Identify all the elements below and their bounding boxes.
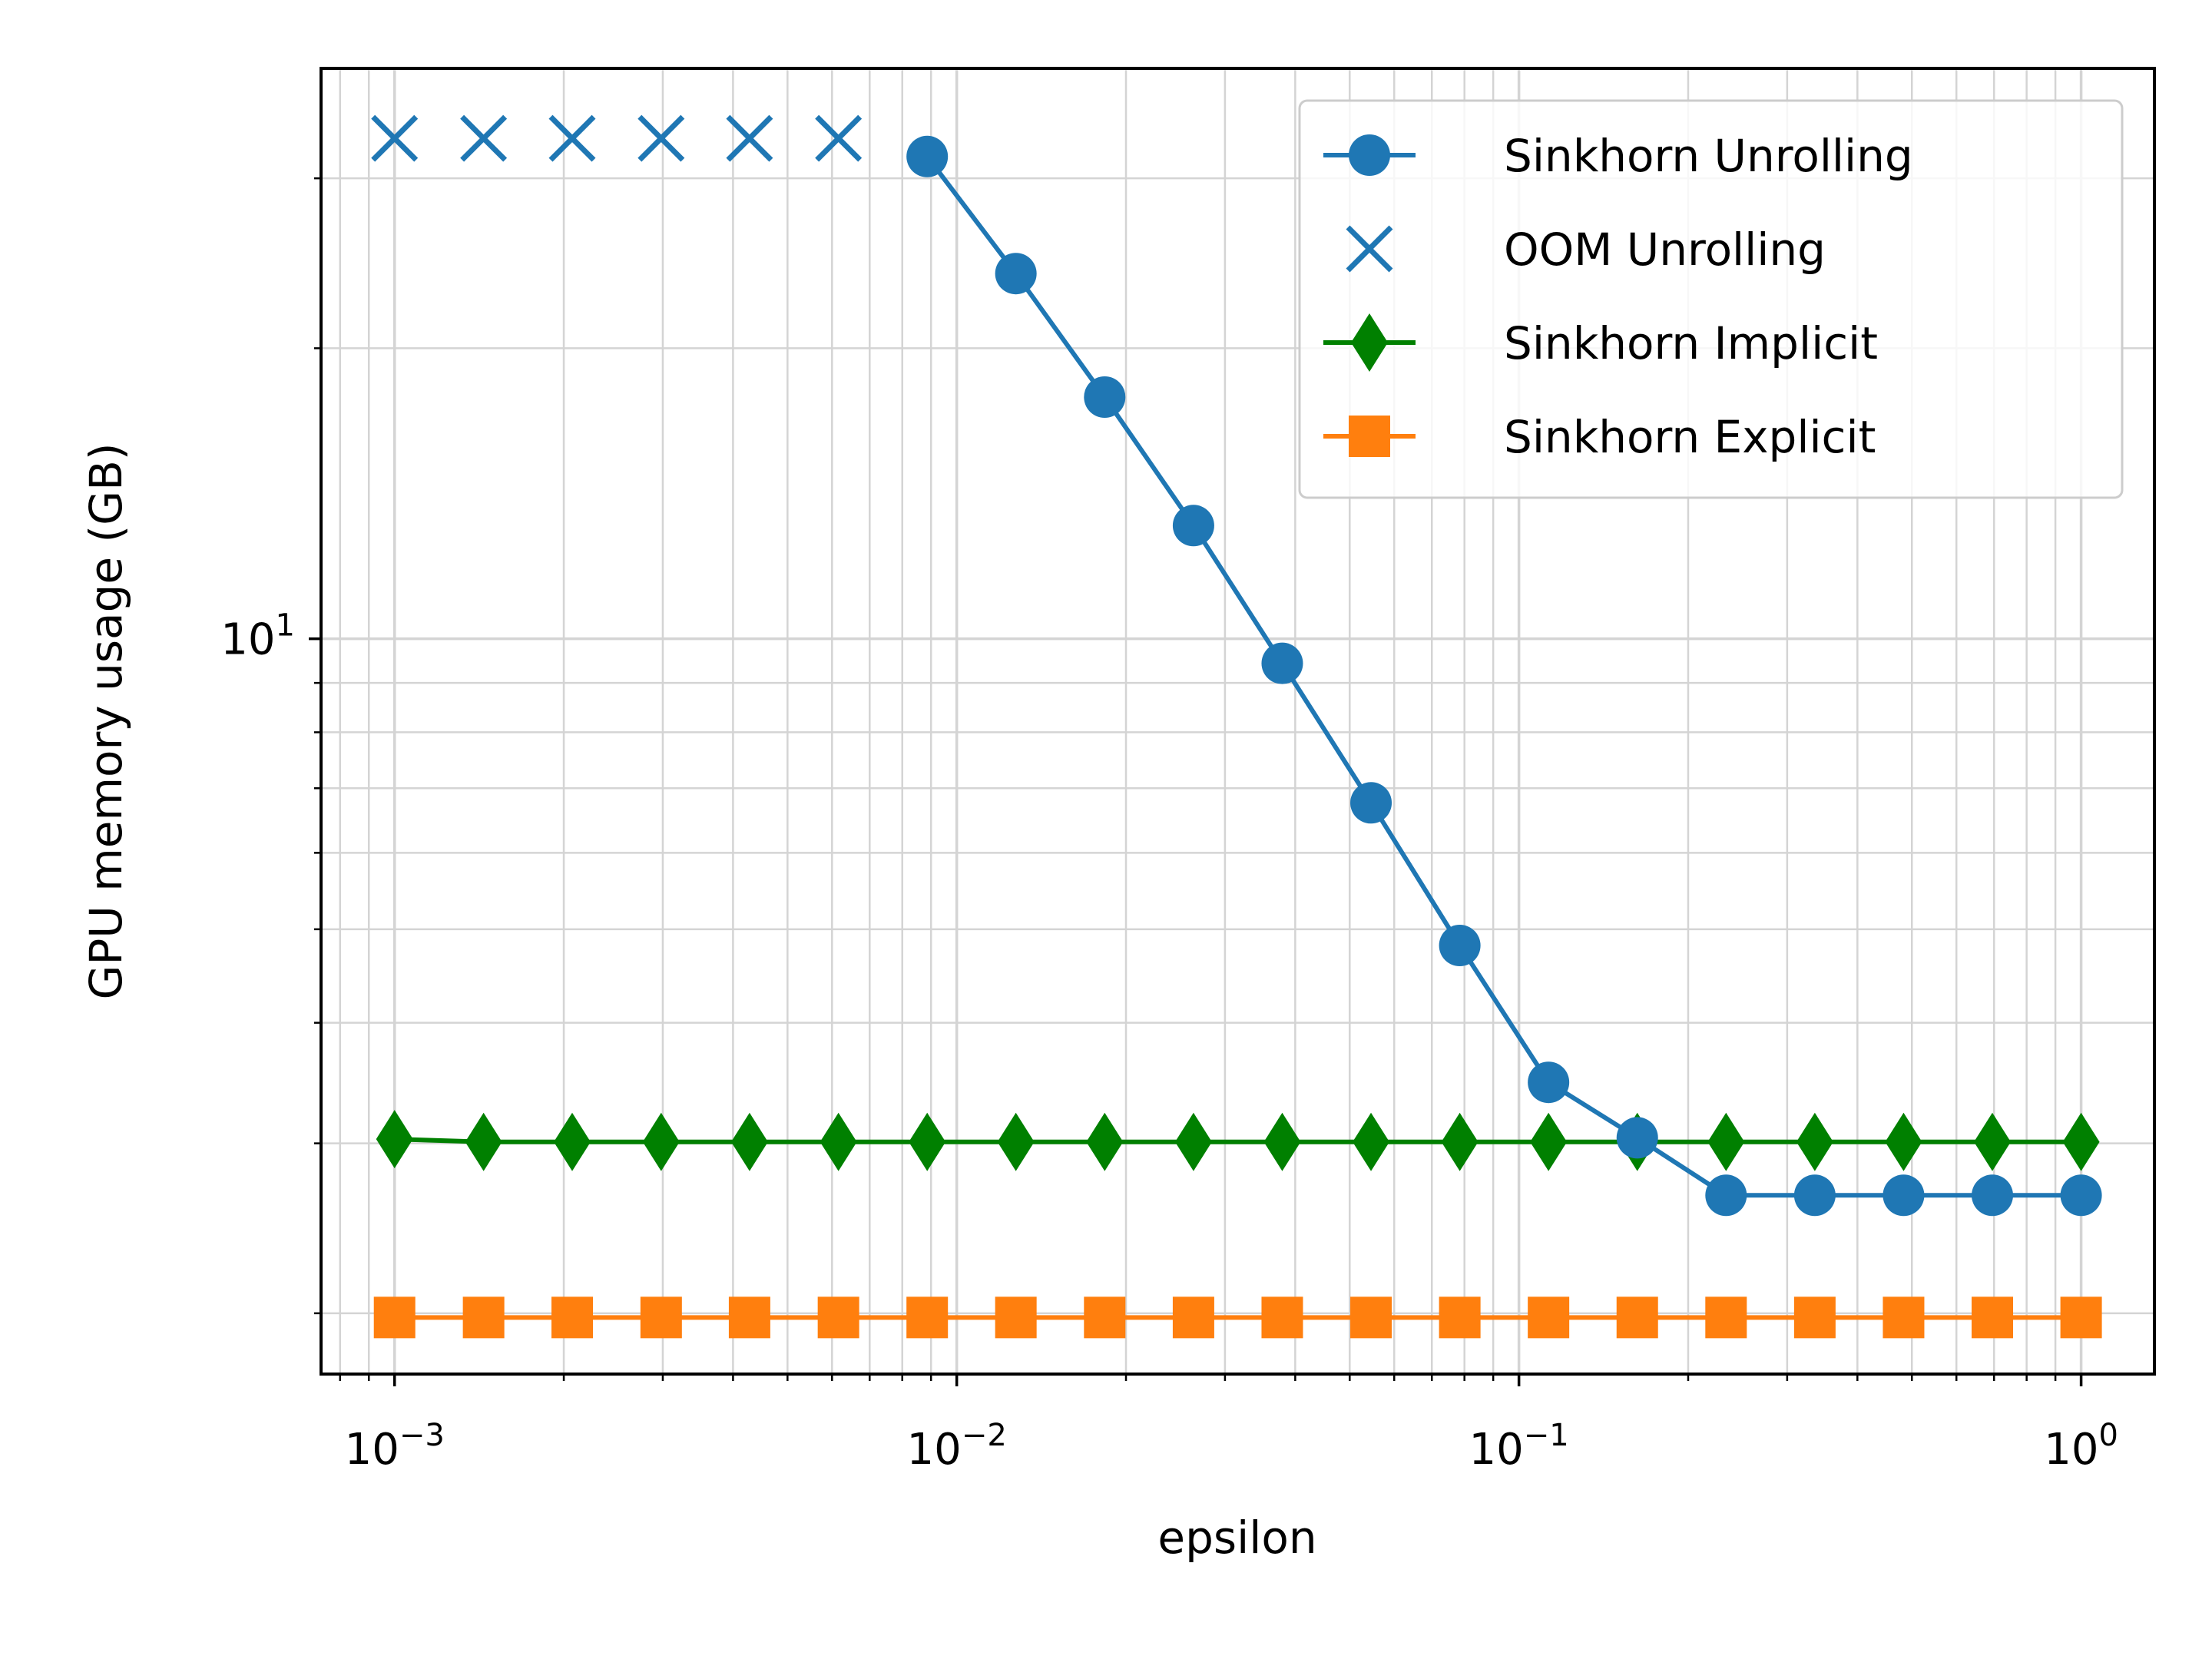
data-point	[1796, 1112, 1833, 1171]
x-tick-label: 10−3	[345, 1418, 445, 1475]
data-point	[1793, 1174, 1836, 1217]
data-point	[815, 114, 863, 162]
data-point	[906, 135, 949, 177]
x-tick-label: 10−1	[1469, 1418, 1569, 1475]
data-point	[642, 1112, 680, 1171]
series-sinkhorn-unrolling	[906, 135, 2102, 1217]
x-marker-stroke	[548, 114, 596, 162]
data-point	[997, 1112, 1035, 1171]
data-point	[1086, 1112, 1124, 1171]
axes-frame	[320, 67, 2156, 1376]
data-point	[2060, 1296, 2102, 1339]
data-point	[1705, 1174, 1747, 1217]
data-point	[460, 114, 508, 162]
data-point	[1793, 1296, 1836, 1339]
data-point	[817, 1296, 859, 1339]
data-point	[553, 1112, 591, 1171]
data-point	[1707, 1112, 1745, 1171]
x-tick-label: 10−2	[907, 1418, 1007, 1475]
data-point	[728, 1296, 770, 1339]
data-point	[1441, 1112, 1479, 1171]
data-point	[1616, 1296, 1658, 1339]
data-point	[909, 1112, 946, 1171]
data-point	[1528, 1296, 1570, 1339]
data-point	[637, 114, 685, 162]
x-marker-stroke	[726, 114, 773, 162]
data-point	[1350, 782, 1392, 824]
data-point	[995, 253, 1037, 295]
data-point	[726, 114, 773, 162]
data-point	[1972, 1296, 2014, 1339]
data-point	[1883, 1296, 1925, 1339]
data-point	[1353, 1112, 1390, 1171]
data-point	[1084, 1296, 1126, 1339]
legend-box	[1298, 99, 2124, 499]
legend-label: Sinkhorn Implicit	[1504, 317, 1878, 369]
data-point	[465, 1112, 502, 1171]
data-point	[462, 1296, 505, 1339]
data-point	[1263, 1112, 1301, 1171]
data-point	[1705, 1296, 1747, 1339]
x-marker-stroke	[815, 114, 863, 162]
data-point	[376, 1110, 413, 1169]
data-point	[1439, 925, 1481, 967]
legend-item-sinkhorn-unrolling: Sinkhorn Unrolling	[1323, 130, 1913, 182]
series-oom-unrolling	[371, 114, 863, 162]
legend-label: Sinkhorn Unrolling	[1504, 130, 1913, 182]
data-point	[1972, 1174, 2014, 1217]
data-point	[1172, 1296, 1214, 1339]
data-point	[995, 1296, 1037, 1339]
data-point	[548, 114, 596, 162]
data-point	[906, 1296, 949, 1339]
legend-item-oom-unrolling: OOM Unrolling	[1346, 224, 1826, 276]
x-marker-stroke	[371, 114, 419, 162]
series-sinkhorn-explicit	[373, 1296, 2102, 1339]
legend-label: Sinkhorn Explicit	[1504, 411, 1876, 463]
data-point	[1974, 1112, 2012, 1171]
legend-marker	[1351, 313, 1388, 372]
data-point	[1172, 505, 1214, 547]
legend-item-sinkhorn-explicit: Sinkhorn Explicit	[1323, 411, 1876, 463]
data-point	[2060, 1174, 2102, 1217]
data-point	[1439, 1296, 1481, 1339]
data-point	[820, 1112, 857, 1171]
data-point	[1883, 1174, 1925, 1217]
legend-label: OOM Unrolling	[1504, 224, 1826, 276]
y-tick-label: 101	[220, 608, 295, 665]
data-point	[1261, 1296, 1303, 1339]
plot-series	[371, 114, 2102, 1339]
x-marker-stroke	[1346, 225, 1393, 273]
series-sinkhorn-implicit	[376, 1110, 2100, 1171]
data-point	[1530, 1112, 1568, 1171]
data-point	[2062, 1112, 2100, 1171]
data-point	[1350, 1296, 1392, 1339]
data-point	[1174, 1112, 1212, 1171]
legend: Sinkhorn Unrolling OOM Unrolling Sinkhorn …	[1298, 99, 2124, 499]
data-point	[730, 1112, 768, 1171]
data-point	[1528, 1061, 1570, 1104]
legend-marker	[1349, 416, 1390, 457]
data-point	[373, 1296, 416, 1339]
x-marker-stroke	[460, 114, 508, 162]
data-point	[1084, 376, 1126, 419]
x-axis-title: epsilon	[1157, 1512, 1316, 1564]
data-point	[1616, 1117, 1658, 1159]
data-point	[1885, 1112, 1922, 1171]
x-tick-label: 100	[2044, 1418, 2118, 1475]
legend-item-sinkhorn-implicit: Sinkhorn Implicit	[1323, 313, 1878, 372]
axis-ticks: 10−3 10−2 10−1 100 101	[220, 177, 2118, 1475]
y-axis-title: GPU memory usage (GB)	[80, 442, 132, 999]
legend-marker	[1349, 134, 1390, 176]
data-point	[640, 1296, 682, 1339]
data-point	[551, 1296, 593, 1339]
legend-marker	[1346, 225, 1393, 273]
data-point	[371, 114, 419, 162]
data-point	[1261, 642, 1303, 684]
x-marker-stroke	[637, 114, 685, 162]
